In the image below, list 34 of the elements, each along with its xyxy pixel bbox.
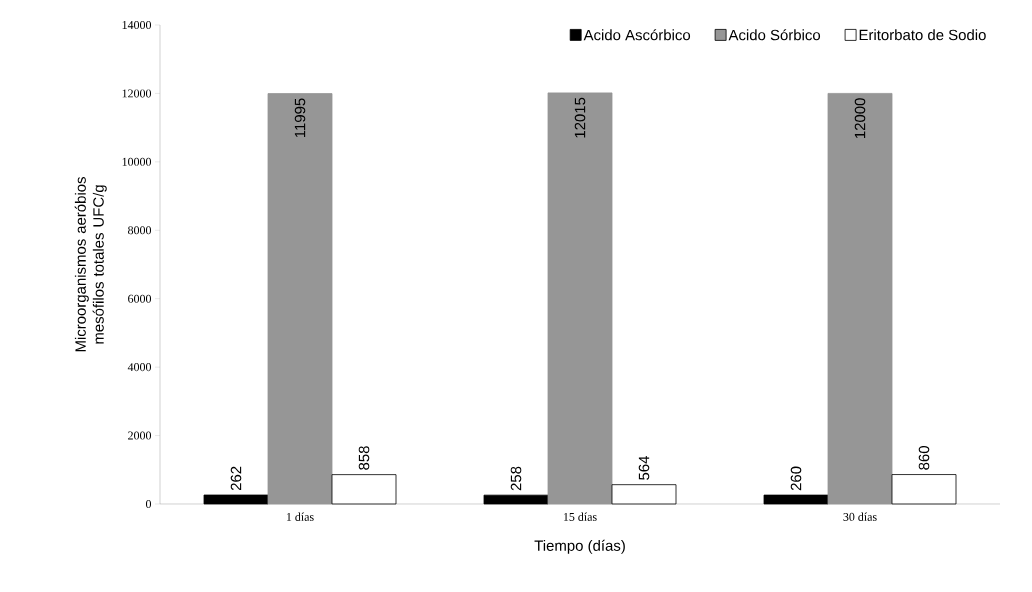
y-axis-title: Microorganismos aeróbios mesófilos totales UFC/g	[74, 177, 107, 352]
bar	[827, 93, 893, 505]
data-label: 260	[790, 466, 802, 491]
data-label: 12015	[574, 97, 586, 138]
legend-label: Eritorbato de Sodio	[859, 29, 986, 41]
x-tick-label: 15 días	[563, 512, 597, 521]
bar	[203, 494, 269, 505]
x-tick-label: 1 días	[286, 512, 314, 521]
y-tick-label: 2000	[128, 431, 152, 440]
data-label: 258	[510, 466, 522, 491]
legend-label: Acido Ascórbico	[583, 29, 691, 41]
bar	[547, 92, 613, 505]
data-label: 262	[230, 466, 242, 491]
data-label: 564	[638, 456, 650, 480]
bar	[331, 474, 397, 505]
bar	[763, 494, 829, 505]
bar	[891, 474, 957, 505]
x-tick-label: 30 días	[843, 512, 877, 521]
y-tick-label: 0	[145, 499, 152, 509]
y-tick-label: 4000	[127, 363, 152, 372]
data-label: 860	[918, 446, 930, 470]
x-axis-title: Tiempo (días)	[534, 539, 625, 554]
bar	[483, 494, 549, 505]
y-tick-label: 6000	[128, 294, 152, 303]
bar	[611, 484, 677, 505]
y-tick-label: 8000	[128, 226, 152, 235]
y-tick-label: 10000	[122, 157, 152, 166]
y-tick-label: 14000	[122, 20, 152, 30]
data-label: 11995	[294, 98, 306, 138]
data-label: 858	[358, 446, 370, 470]
bar	[267, 93, 333, 505]
data-label: 12000	[854, 98, 866, 139]
legend-label: Acido Sórbico	[728, 29, 821, 41]
y-tick-label: 12000	[122, 89, 152, 98]
